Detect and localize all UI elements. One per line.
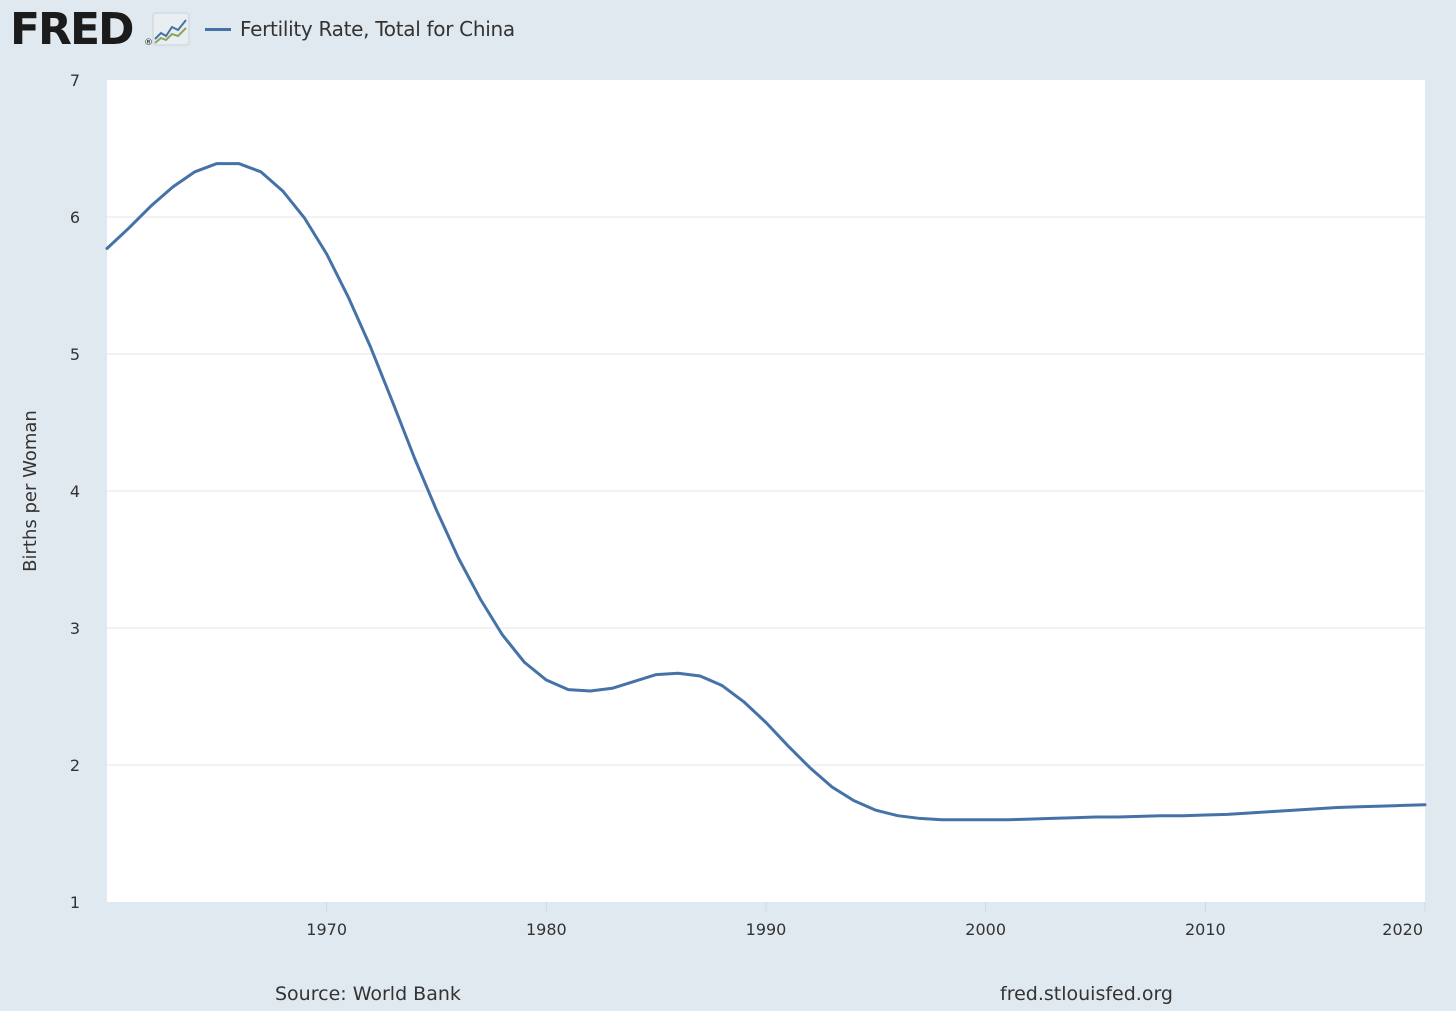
y-tick-label: 6 bbox=[70, 208, 80, 227]
y-tick-label: 3 bbox=[70, 619, 80, 638]
y-axis-label: Births per Woman bbox=[20, 410, 41, 572]
x-tick-label: 1990 bbox=[746, 920, 787, 939]
chart-legend: Fertility Rate, Total for China bbox=[205, 14, 515, 44]
y-tick-label: 2 bbox=[70, 756, 80, 775]
y-tick-label: 7 bbox=[70, 71, 80, 90]
fred-registered-mark: ® bbox=[144, 38, 153, 48]
line-chart-icon bbox=[152, 12, 190, 46]
y-axis-ticks: 1 2 3 4 5 6 7 bbox=[70, 71, 80, 912]
x-tick-label: 2000 bbox=[965, 920, 1006, 939]
legend-swatch bbox=[205, 27, 231, 31]
legend-label: Fertility Rate, Total for China bbox=[240, 17, 515, 41]
y-tick-label: 5 bbox=[70, 345, 80, 364]
fred-logo[interactable]: FRED bbox=[10, 4, 135, 55]
chart-header: FRED ® Fertility Rate, Total for China bbox=[0, 0, 1456, 62]
x-axis-ticks: 1970 1980 1990 2000 2010 2020 bbox=[306, 902, 1426, 939]
series-line[interactable] bbox=[105, 162, 1427, 822]
footer-url[interactable]: fred.stlouisfed.org bbox=[1000, 983, 1173, 1005]
gridlines bbox=[107, 216, 1425, 766]
y-tick-label: 4 bbox=[70, 482, 80, 501]
x-tick-label: 1970 bbox=[306, 920, 347, 939]
x-tick-label: 2020 bbox=[1382, 920, 1423, 939]
y-tick-label: 1 bbox=[70, 893, 80, 912]
footer-source: Source: World Bank bbox=[275, 983, 461, 1005]
x-tick-label: 1980 bbox=[526, 920, 567, 939]
x-tick-label: 2010 bbox=[1185, 920, 1226, 939]
